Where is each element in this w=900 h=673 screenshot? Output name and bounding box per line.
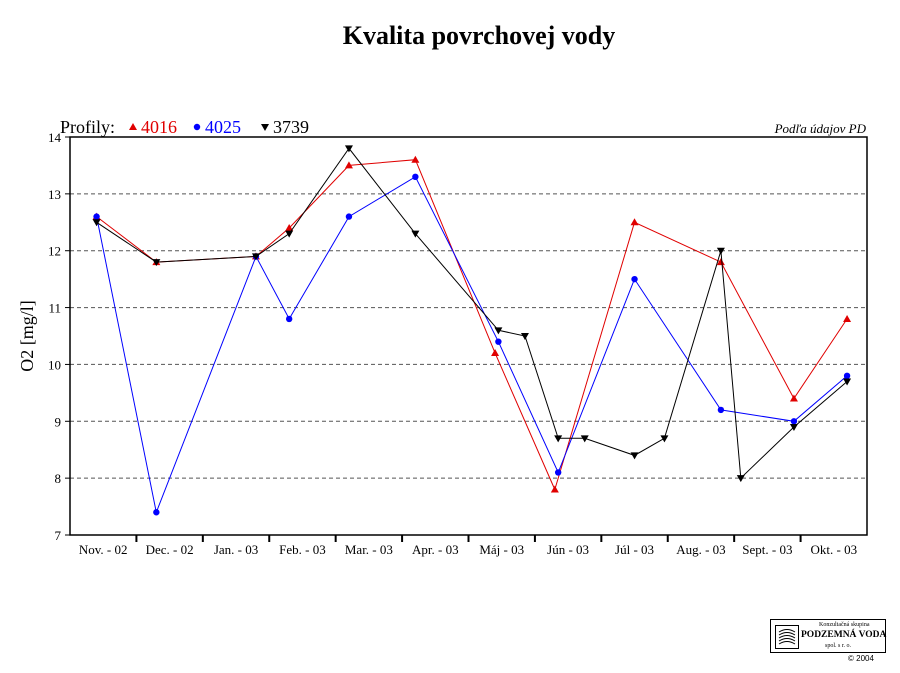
y-tick-label: 11 [48, 301, 61, 316]
data-point [345, 213, 353, 220]
data-point [736, 475, 745, 483]
data-point [344, 145, 353, 153]
data-point [520, 333, 529, 340]
legend-prefix: Profily: [60, 117, 115, 137]
x-tick-label: Aug. - 03 [676, 542, 725, 557]
data-point [285, 223, 294, 231]
y-tick-label: 7 [55, 528, 62, 543]
series-line-3739 [96, 147, 848, 480]
data-point [153, 509, 160, 516]
x-tick-label: Jan. - 03 [214, 542, 258, 557]
x-tick-label: Júl - 03 [615, 542, 654, 557]
data-point [152, 259, 161, 267]
data-point [495, 338, 502, 345]
x-axis: Nov. - 02 Dec. - 02 Jan. - 03 Feb. - 03 Mar.… [79, 535, 857, 557]
data-point [412, 173, 419, 180]
x-tick-label: Jún - 03 [547, 542, 589, 557]
series-line-4025 [96, 176, 848, 515]
copyright-text: © 2004 [848, 654, 874, 663]
data-point [716, 258, 725, 266]
y-tick-label: 13 [48, 187, 61, 202]
x-tick-label: Mar. - 03 [345, 542, 393, 557]
data-point [344, 161, 353, 169]
x-tick-label: Dec. - 02 [146, 542, 194, 557]
data-point [411, 230, 420, 238]
data-point [789, 394, 798, 402]
legend-marker-4025 [193, 123, 201, 131]
logo-icon [775, 625, 799, 649]
data-point [411, 155, 420, 163]
data-point [631, 275, 638, 283]
chart-title: Kvalita povrchovej vody [343, 21, 616, 50]
legend-label-4016: 4016 [141, 117, 177, 137]
legend: Profily: 4016 4025 3739 [60, 117, 309, 137]
series-group [92, 145, 852, 516]
legend-marker-4016 [129, 123, 137, 130]
x-tick-label: Nov. - 02 [79, 542, 128, 557]
data-point [630, 452, 639, 460]
data-point [285, 230, 294, 238]
y-axis-label: O2 [mg/l] [17, 300, 37, 372]
legend-label-3739: 3739 [273, 117, 309, 137]
data-point [630, 218, 639, 226]
data-point [93, 213, 100, 220]
data-point [285, 315, 293, 323]
data-point [790, 418, 798, 425]
data-point [251, 253, 260, 261]
y-tick-label: 12 [48, 244, 61, 259]
x-tick-label: Máj - 03 [479, 542, 524, 557]
x-tick-label: Apr. - 03 [412, 542, 459, 557]
data-point [92, 219, 101, 227]
y-tick-label: 9 [55, 414, 62, 429]
data-point [554, 435, 563, 443]
data-point [660, 435, 669, 443]
x-tick-label: Sept. - 03 [742, 542, 792, 557]
y-tick-label: 8 [55, 471, 62, 486]
logo-line-2: PODZEMNÁ VODA [801, 630, 887, 640]
logo-line-1: Konzultačná skupina [819, 622, 870, 628]
legend-label-4025: 4025 [205, 117, 241, 137]
source-note: Podľa údajov PD [774, 121, 867, 136]
x-tick-label: Okt. - 03 [810, 542, 857, 557]
plot-frame [69, 136, 868, 536]
series-4025 [93, 173, 851, 516]
company-logo: Konzultačná skupina PODZEMNÁ VODA spol. … [770, 619, 886, 653]
logo-line-3: spol. s r. o. [825, 643, 852, 649]
series-3739 [92, 145, 852, 483]
data-point [554, 469, 562, 476]
data-point [550, 485, 559, 493]
data-point [494, 327, 503, 335]
legend-marker-3739 [261, 124, 269, 131]
y-axis: 7 8 9 10 11 12 13 14 [48, 130, 70, 543]
data-point [789, 423, 798, 431]
y-tick-label: 10 [48, 357, 61, 372]
x-tick-label: Feb. - 03 [279, 542, 326, 557]
data-point [716, 247, 725, 255]
data-point [843, 378, 852, 386]
data-point [491, 349, 500, 357]
grid-lines [70, 193, 867, 479]
series-line-4016 [96, 159, 848, 491]
data-point [843, 314, 852, 322]
data-point [580, 435, 589, 443]
data-point [717, 406, 725, 414]
y-tick-label: 14 [48, 130, 62, 145]
data-point [843, 372, 851, 379]
